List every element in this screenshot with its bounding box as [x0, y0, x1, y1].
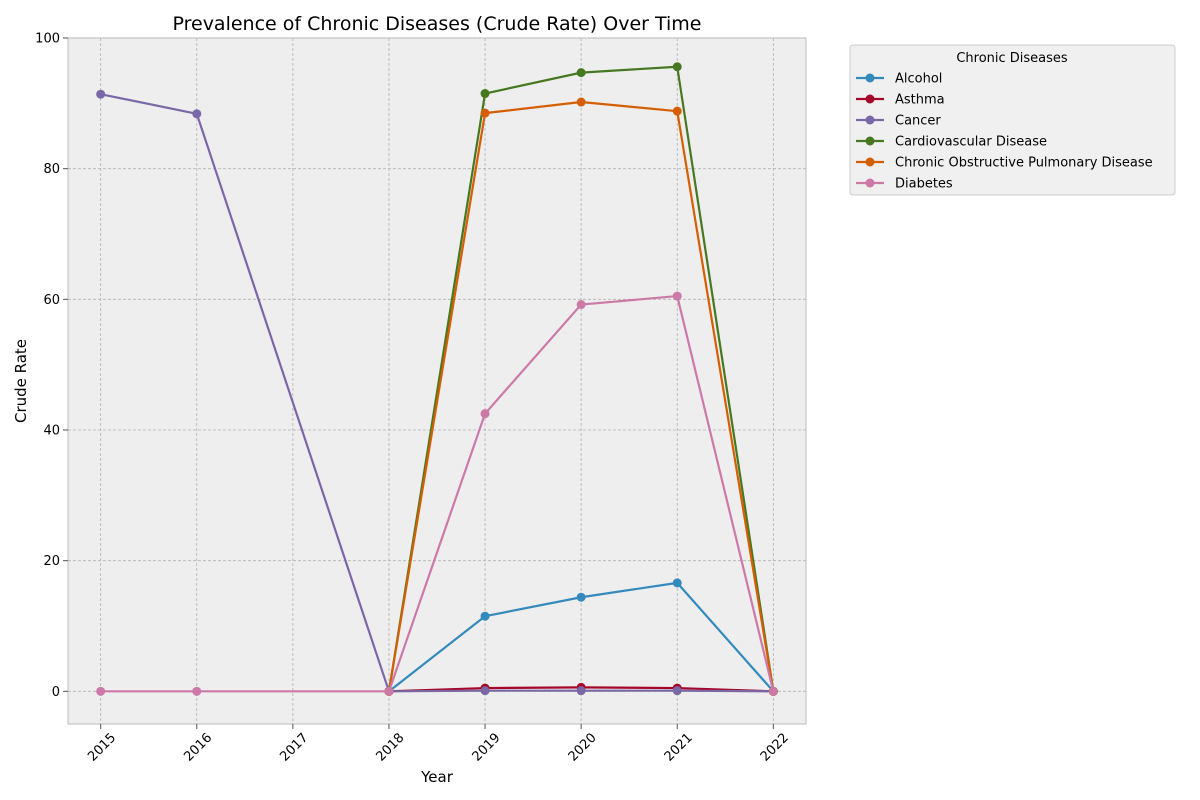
- plot-area: [67, 37, 807, 725]
- y-tick-label: 40: [43, 424, 60, 439]
- legend-box: [849, 44, 1176, 196]
- data-point: [384, 686, 394, 696]
- data-point: [672, 686, 682, 696]
- y-tick-label: 80: [43, 162, 60, 177]
- x-tick-label: 2019: [470, 731, 504, 765]
- legend: Chronic Diseases Alcohol Asthma Cancer Card…: [849, 44, 1176, 196]
- legend-swatch-marker: [865, 136, 875, 146]
- x-tick-label: 2021: [662, 731, 696, 765]
- chart-title: Prevalence of Chronic Diseases (Crude Ra…: [172, 13, 701, 35]
- data-point: [576, 97, 586, 107]
- data-point: [480, 686, 490, 696]
- y-axis-title: Crude Rate: [12, 339, 30, 423]
- y-tick-label: 60: [43, 293, 60, 308]
- x-tick-label: 2015: [85, 731, 119, 765]
- data-point: [672, 291, 682, 301]
- x-tick-label: 2020: [566, 731, 600, 765]
- data-point: [96, 686, 106, 696]
- data-point: [576, 68, 586, 78]
- x-tick-label: 2017: [277, 731, 311, 765]
- legend-label: Asthma: [895, 93, 945, 108]
- legend-item: Diabetes: [856, 177, 953, 192]
- legend-label: Chronic Obstructive Pulmonary Disease: [895, 156, 1153, 171]
- legend-item: Cancer: [856, 114, 941, 129]
- legend-swatch-marker: [865, 94, 875, 104]
- data-point: [576, 300, 586, 310]
- data-point: [480, 89, 490, 99]
- data-point: [480, 611, 490, 621]
- legend-item: Alcohol: [856, 72, 942, 87]
- legend-swatch-marker: [865, 178, 875, 188]
- data-point: [768, 686, 778, 696]
- x-tick-label: 2018: [373, 731, 407, 765]
- x-tick-label: 2016: [181, 731, 215, 765]
- legend-swatch-marker: [865, 157, 875, 167]
- legend-label: Diabetes: [895, 177, 953, 192]
- data-point: [576, 592, 586, 602]
- legend-item: Cardiovascular Disease: [856, 135, 1047, 150]
- data-point: [96, 89, 106, 99]
- legend-swatch-marker: [865, 73, 875, 83]
- x-tick-label: 2022: [758, 731, 792, 765]
- x-axis-title: Year: [420, 768, 454, 786]
- data-point: [672, 578, 682, 588]
- legend-swatch-marker: [865, 115, 875, 125]
- legend-label: Alcohol: [895, 72, 942, 87]
- y-tick-label: 0: [52, 685, 60, 700]
- legend-label: Cancer: [895, 114, 941, 129]
- y-tick-label: 20: [43, 554, 60, 569]
- data-point: [192, 686, 202, 696]
- y-axis-ticks: 0 20 40 60 80 100: [35, 32, 68, 700]
- legend-item: Chronic Obstructive Pulmonary Disease: [856, 156, 1153, 171]
- data-point: [576, 686, 586, 696]
- series-diabetes: [96, 291, 778, 696]
- legend-title: Chronic Diseases: [956, 51, 1068, 66]
- legend-item: Asthma: [856, 93, 945, 108]
- x-axis-ticks: 2015 2016 2017 2018 2019 2020 2021 2022: [85, 724, 792, 765]
- data-point: [672, 62, 682, 72]
- data-point: [672, 106, 682, 116]
- data-point: [480, 409, 490, 419]
- data-point: [192, 109, 202, 119]
- legend-items: Alcohol Asthma Cancer Cardiovascular Diseas…: [856, 72, 1153, 192]
- y-tick-label: 100: [35, 32, 60, 47]
- legend-label: Cardiovascular Disease: [895, 135, 1047, 150]
- series-layer: [96, 62, 778, 696]
- data-point: [480, 108, 490, 118]
